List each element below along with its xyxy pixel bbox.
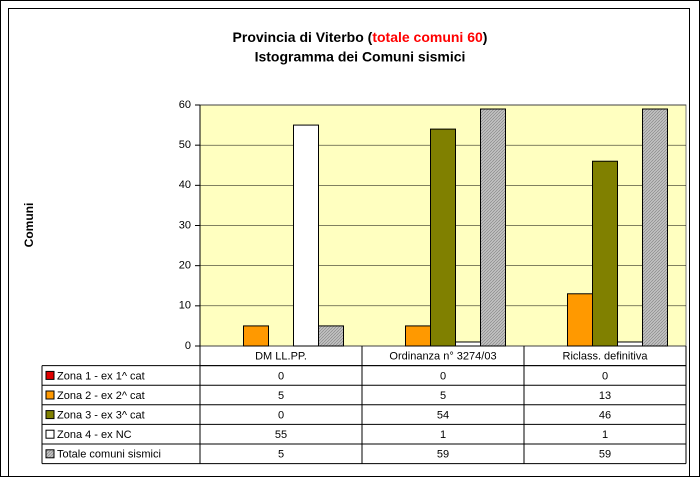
- legend-label: Zona 1 - ex 1^ cat: [57, 370, 145, 382]
- y-tick-label: 30: [179, 219, 191, 231]
- legend-swatch: [45, 370, 55, 380]
- table-value: 54: [437, 410, 449, 422]
- category-label: Ordinanza n° 3274/03: [389, 351, 496, 363]
- table-value: 0: [440, 370, 446, 382]
- table-value: 59: [599, 449, 611, 461]
- legend-swatch: [45, 449, 55, 459]
- y-tick-label: 50: [179, 139, 191, 151]
- category-label: DM LL.PP.: [255, 351, 307, 363]
- legend-swatch: [45, 390, 55, 400]
- table-value: 55: [275, 429, 287, 441]
- bar: [293, 124, 319, 347]
- title-part: ): [483, 29, 488, 45]
- table-value: 59: [437, 449, 449, 461]
- table-value: 0: [278, 370, 284, 382]
- table-value: 0: [602, 370, 608, 382]
- title-highlight: totale comuni 60: [372, 29, 483, 45]
- table-value: 1: [440, 429, 446, 441]
- legend-swatch: [45, 429, 55, 439]
- legend-label: Zona 4 - ex NC: [57, 429, 132, 441]
- chart-subtitle: Istogramma dei Comuni sismici: [255, 49, 466, 65]
- legend-swatch: [45, 410, 55, 420]
- y-tick-label: 40: [179, 179, 191, 191]
- bar: [405, 325, 431, 347]
- bar: [617, 341, 643, 347]
- table-value: 46: [599, 410, 611, 422]
- bar: [455, 341, 481, 347]
- y-tick-label: 20: [179, 260, 191, 272]
- table-value: 0: [278, 410, 284, 422]
- title-part: Provincia di Viterbo (: [233, 29, 373, 45]
- y-tick-label: 10: [179, 300, 191, 312]
- legend-label: Totale comuni sismici: [57, 449, 161, 461]
- table-value: 1: [602, 429, 608, 441]
- table-value: 5: [278, 449, 284, 461]
- table-value: 5: [278, 390, 284, 402]
- bar: [318, 325, 344, 347]
- bar: [642, 108, 668, 347]
- y-axis-label: Comuni: [22, 203, 36, 248]
- table-value: 5: [440, 390, 446, 402]
- y-tick-label: 60: [179, 99, 191, 111]
- category-label: Riclass. definitiva: [563, 351, 649, 363]
- bar: [567, 293, 593, 347]
- y-tick-label: 0: [185, 340, 191, 352]
- legend-label: Zona 2 - ex 2^ cat: [57, 390, 145, 402]
- bar: [592, 160, 618, 347]
- legend-label: Zona 3 - ex 3^ cat: [57, 410, 145, 422]
- bar: [480, 108, 506, 347]
- bar: [430, 128, 456, 347]
- chart-title: Provincia di Viterbo (totale comuni 60): [233, 29, 488, 45]
- table-value: 13: [599, 390, 611, 402]
- bar: [243, 325, 269, 347]
